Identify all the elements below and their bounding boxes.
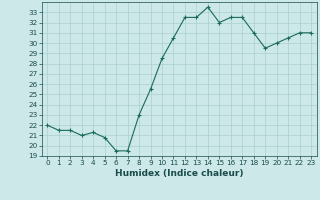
X-axis label: Humidex (Indice chaleur): Humidex (Indice chaleur) — [115, 169, 244, 178]
